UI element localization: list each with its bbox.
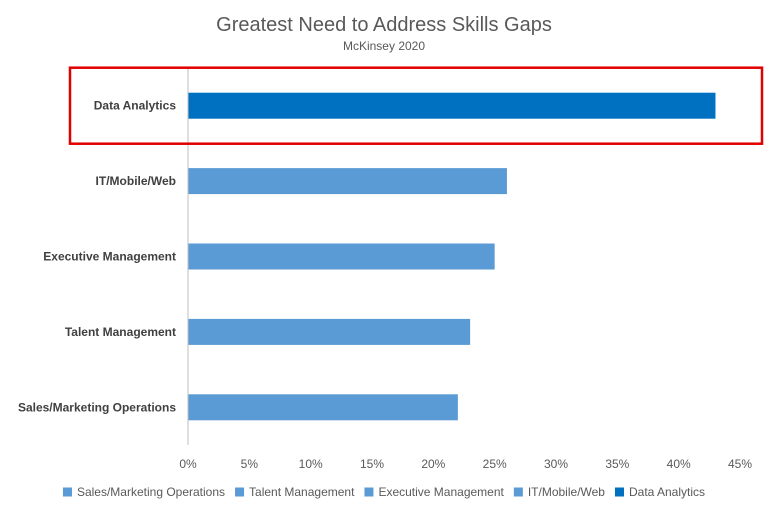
legend-swatch-sales-marketing-operations (62, 487, 72, 497)
category-label-data-analytics: Data Analytics (94, 99, 177, 113)
bar-sales-marketing-operations (188, 394, 458, 421)
category-labels: Sales/Marketing Operations Talent Managem… (18, 99, 176, 415)
bar-it-mobile-web (188, 168, 507, 195)
category-label-talent-management: Talent Management (65, 325, 176, 339)
bars-layer (188, 92, 716, 421)
legend-label-talent-management: Talent Management (249, 485, 355, 499)
chart-subtitle: McKinsey 2020 (343, 39, 425, 53)
legend-swatch-data-analytics (614, 487, 624, 497)
highlight-box (68, 66, 764, 145)
category-label-it-mobile-web: IT/Mobile/Web (96, 174, 176, 188)
bar-talent-management (188, 318, 471, 345)
x-tick-label: 35% (605, 457, 629, 471)
legend-swatch-executive-management (364, 487, 374, 497)
x-tick-label: 30% (544, 457, 568, 471)
legend-label-executive-management: Executive Management (378, 485, 504, 499)
x-tick-label: 5% (241, 457, 259, 471)
legend: Sales/Marketing Operations Talent Managem… (62, 485, 705, 499)
x-tick-label: 45% (728, 457, 752, 471)
legend-swatch-talent-management (235, 487, 245, 497)
x-tick-label: 15% (360, 457, 384, 471)
x-tick-label: 20% (421, 457, 445, 471)
category-label-executive-management: Executive Management (43, 250, 176, 264)
bar-executive-management (188, 243, 495, 270)
legend-label-it-mobile-web: IT/Mobile/Web (528, 485, 605, 499)
x-axis: 0% 5% 10% 15% 20% 25% 30% 35% 40% 45% (179, 68, 752, 471)
x-tick-label: 10% (299, 457, 323, 471)
chart-title: Greatest Need to Address Skills Gaps (216, 14, 552, 36)
legend-swatch-it-mobile-web (513, 487, 523, 497)
x-tick-label: 25% (483, 457, 507, 471)
legend-label-sales-marketing-operations: Sales/Marketing Operations (77, 485, 225, 499)
category-label-sales-marketing-operations: Sales/Marketing Operations (18, 400, 176, 414)
x-tick-label: 40% (667, 457, 691, 471)
bar-data-analytics (188, 92, 716, 119)
x-tick-label: 0% (179, 457, 197, 471)
legend-label-data-analytics: Data Analytics (629, 485, 705, 499)
